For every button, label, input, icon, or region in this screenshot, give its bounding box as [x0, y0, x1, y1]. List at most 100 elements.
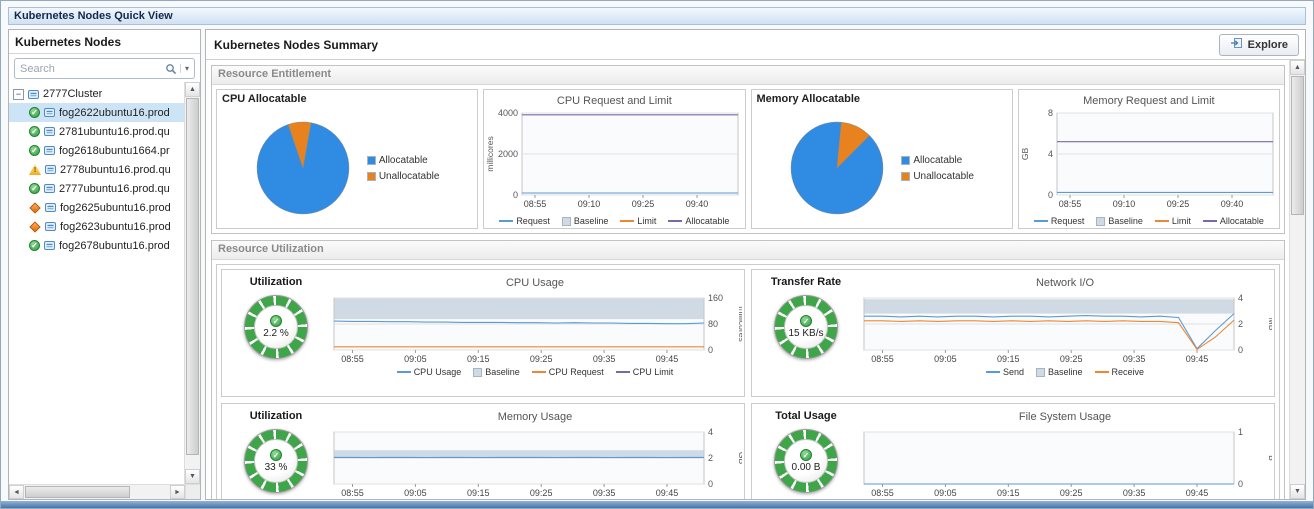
scroll-up-icon[interactable]: ▲ — [185, 82, 200, 97]
svg-text:0: 0 — [1238, 479, 1243, 489]
legend-item: Unallocatable — [366, 171, 439, 182]
memory-request-limit-panel: Memory Request and Limit 0 4 8 08:55 09:10 09… — [1017, 89, 1280, 229]
svg-text:09:25: 09:25 — [1166, 199, 1189, 209]
chart-title: File System Usage — [1018, 411, 1112, 423]
legend-swatch — [531, 371, 546, 373]
scroll-up-icon[interactable]: ▲ — [1290, 60, 1305, 75]
scroll-right-icon[interactable]: ► — [170, 485, 185, 499]
svg-text:09:25: 09:25 — [530, 488, 553, 498]
scroll-track[interactable] — [185, 97, 200, 469]
svg-text:4: 4 — [708, 428, 713, 437]
scroll-thumb[interactable] — [25, 486, 131, 498]
resource-entitlement-title: Resource Entitlement — [212, 66, 1284, 85]
summary-panel: Kubernetes Nodes Summary Explore Resourc… — [205, 29, 1306, 500]
memory-usage-panel: Utilization ✓ 33 % — [221, 403, 747, 499]
cpu-request-limit-panel: CPU Request and Limit 0 2000 4000 08:55 09:1… — [483, 89, 746, 229]
status-normal-icon: ✓ — [29, 240, 40, 251]
search-options-dropdown-icon[interactable]: ▾ — [179, 64, 191, 73]
legend-swatch — [499, 220, 514, 223]
status-normal-icon: ✓ — [29, 145, 40, 156]
transfer-rate-gauge: ✓ 15 KB/s — [774, 295, 838, 359]
cpu-allocatable-legend: Allocatable Unallocatable — [366, 155, 440, 182]
chart-title: CPU Request and Limit — [556, 95, 672, 107]
legend-item: Request — [1033, 216, 1084, 226]
filesystem-usage-panel: Total Usage ✓ 0.00 B — [751, 403, 1277, 499]
summary-content: Resource Entitlement CPU Allocatable All… — [206, 60, 1289, 499]
scroll-down-icon[interactable]: ▼ — [185, 469, 200, 484]
node-label: 2777ubuntu16.prod.qu — [59, 182, 170, 195]
node-label: fog2623ubuntu16.prod — [60, 220, 171, 233]
scroll-left-icon[interactable]: ◄ — [9, 485, 24, 499]
svg-text:08:55: 08:55 — [871, 354, 894, 364]
resource-entitlement-section: Resource Entitlement CPU Allocatable All… — [211, 65, 1285, 234]
cluster-label: 2777Cluster — [43, 88, 103, 100]
legend-swatch — [620, 220, 635, 223]
legend-item: Allocatable — [366, 155, 440, 166]
scroll-track[interactable] — [24, 485, 170, 499]
svg-text:09:25: 09:25 — [530, 354, 553, 364]
tree-node[interactable]: fog2625ubuntu16.prod — [9, 198, 184, 217]
filesystem-usage-chart: 0 1 08:55 09:05 09:15 09:25 09:35 09:45 B — [858, 427, 1277, 498]
scroll-thumb[interactable] — [1291, 76, 1304, 216]
svg-text:08:55: 08:55 — [871, 488, 894, 498]
memory-request-limit-legend: Request Baseline Limit Allocatable — [1019, 214, 1279, 228]
node-label: fog2625ubuntu16.prod — [60, 201, 171, 214]
gauge-label: Utilization — [249, 276, 303, 288]
tree-node-cluster[interactable]: − 2777Cluster — [9, 85, 184, 103]
cpu-usage-legend: CPU Usage Baseline CPU Request CPU Limit — [328, 364, 742, 380]
svg-text:09:35: 09:35 — [1123, 354, 1146, 364]
node-label: fog2678ubuntu16.prod — [59, 239, 170, 252]
sidebar-horizontal-scrollbar[interactable]: ◄ ► — [9, 484, 185, 499]
legend-swatch — [366, 155, 376, 165]
scroll-down-icon[interactable]: ▼ — [1290, 484, 1305, 499]
svg-text:millicores: millicores — [737, 306, 742, 341]
tree-node[interactable]: ✓ fog2678ubuntu16.prod — [9, 236, 184, 255]
main-vertical-scrollbar[interactable]: ▲ ▼ — [1289, 60, 1305, 499]
filesystem-usage-legend — [858, 498, 1272, 499]
svg-text:09:05: 09:05 — [934, 354, 957, 364]
gauge-label: Utilization — [249, 410, 303, 422]
panel-title: CPU Allocatable — [222, 93, 307, 105]
search-input[interactable] — [18, 61, 165, 76]
explore-button[interactable]: Explore — [1218, 33, 1299, 56]
legend-swatch — [1154, 220, 1169, 223]
svg-text:2: 2 — [708, 453, 713, 463]
search-icon[interactable] — [165, 63, 177, 75]
legend-item: Allocatable — [668, 216, 729, 226]
tree-node[interactable]: ! 2778ubuntu16.prod.qu — [9, 160, 184, 179]
tree-node[interactable]: fog2623ubuntu16.prod — [9, 217, 184, 236]
tree-node[interactable]: ✓ fog2622ubuntu16.prod — [9, 103, 184, 122]
memory-allocatable-panel: Memory Allocatable Allocatable Unallocata… — [750, 89, 1013, 229]
svg-text:09:45: 09:45 — [1186, 354, 1209, 364]
node-label: fog2618ubuntu1664.pr — [59, 144, 170, 157]
gauge-value: 2.2 % — [263, 328, 289, 339]
legend-item: Limit — [620, 216, 656, 226]
svg-text:0: 0 — [708, 345, 713, 355]
memory-utilization-gauge: ✓ 33 % — [244, 429, 308, 493]
collapse-icon[interactable]: − — [13, 88, 24, 100]
legend-item: Unallocatable — [901, 171, 974, 182]
svg-text:1: 1 — [1238, 428, 1243, 437]
tree-node[interactable]: ✓ fog2618ubuntu1664.pr — [9, 141, 184, 160]
resource-utilization-title: Resource Utilization — [212, 241, 1284, 260]
legend-item: Baseline — [1096, 216, 1143, 226]
memory-allocatable-legend: Allocatable Unallocatable — [901, 155, 974, 182]
scroll-thumb[interactable] — [186, 98, 199, 456]
svg-text:GB: GB — [1020, 148, 1030, 161]
gauge-value: 15 KB/s — [788, 328, 824, 339]
svg-text:4: 4 — [1238, 294, 1243, 303]
svg-text:09:45: 09:45 — [656, 354, 679, 364]
legend-swatch — [615, 371, 630, 373]
legend-swatch — [473, 367, 483, 377]
legend-item: Request — [499, 216, 550, 226]
status-ok-icon: ✓ — [270, 449, 282, 461]
tree-node[interactable]: ✓ 2777ubuntu16.prod.qu — [9, 179, 184, 198]
network-io-legend: Send Baseline Receive — [858, 364, 1272, 380]
legend-item: Receive — [1094, 367, 1144, 377]
scroll-track[interactable] — [1290, 75, 1305, 484]
node-icon — [43, 182, 56, 195]
legend-item: Allocatable — [901, 155, 974, 166]
tree-node[interactable]: ✓ 2781ubuntu16.prod.qu — [9, 122, 184, 141]
sidebar-vertical-scrollbar[interactable]: ▲ ▼ — [184, 82, 200, 484]
